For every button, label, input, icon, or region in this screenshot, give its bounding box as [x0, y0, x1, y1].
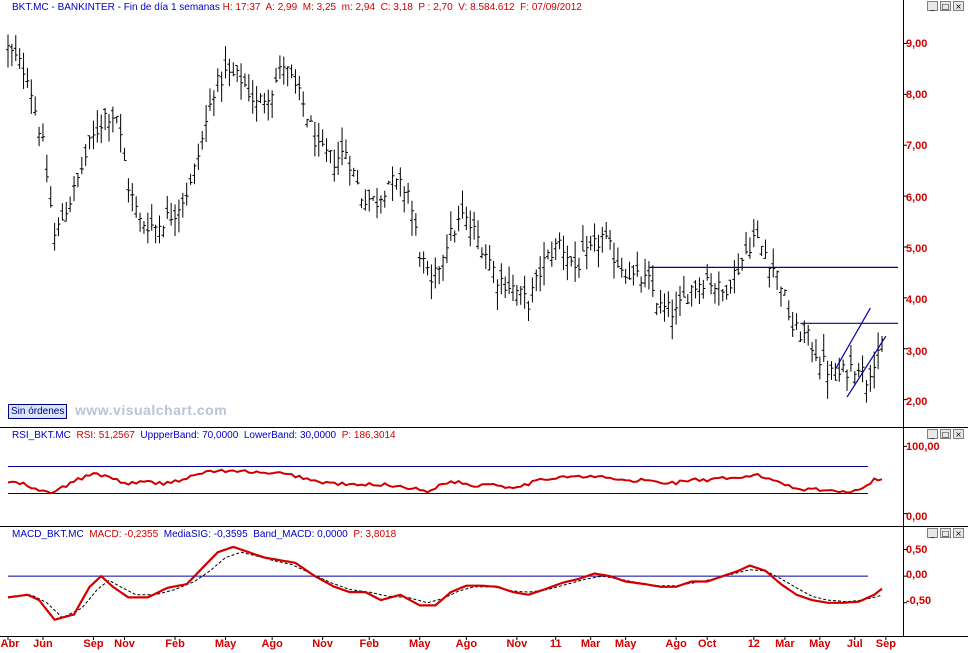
open-value: A: 2,99 [265, 2, 298, 13]
y-tick-label: 5,00 [906, 243, 928, 255]
y-tick-label: 9,00 [906, 38, 928, 50]
macd-p: P: 3,8018 [353, 529, 397, 540]
x-tick-label: 12 [747, 638, 760, 650]
macd-value: MACD: -0,2355 [89, 529, 159, 540]
y-tick-label: 0,00 [906, 511, 928, 523]
rsi-name: RSI_BKT.MC [12, 430, 71, 441]
close-button[interactable]: × [953, 1, 964, 11]
orders-button[interactable]: Sin órdenes [8, 404, 68, 419]
date-value: F: 07/09/2012 [520, 2, 582, 13]
macd-chart [7, 545, 907, 622]
low-value: m: 2,94 [341, 2, 376, 13]
close-value: C: 3,18 [380, 2, 413, 13]
x-tick-label: Ago [455, 638, 478, 650]
symbol-label: BKT.MC [12, 2, 49, 13]
macd-line [7, 545, 883, 622]
rsi-value: RSI: 51,2567 [76, 430, 135, 441]
rsi-upper-band: UppperBand: 70,0000 [140, 430, 239, 441]
timeframe-label: Fin de día 1 semanas [123, 2, 220, 13]
price-panel-header: BKT.MC - BANKINTER - Fin de día 1 semana… [12, 2, 582, 13]
rsi-panel: RSI_BKT.MC RSI: 51,2567 UppperBand: 70,0… [0, 427, 968, 527]
maximize-button[interactable]: □ [940, 429, 951, 439]
rsi-line [7, 468, 883, 495]
macd-signal: MediaSIG: -0,3595 [163, 529, 248, 540]
time-value: H: 17:37 [222, 2, 261, 13]
rsi-chart [7, 445, 907, 515]
macd-signal-line [7, 551, 883, 619]
minimize-button[interactable]: _ [927, 528, 938, 538]
price-window-buttons: _ □ × [927, 1, 964, 11]
rsi-window-buttons: _ □ × [927, 429, 964, 439]
x-tick-label: Sep [875, 638, 896, 650]
trendline [834, 307, 871, 370]
x-axis-ticks [7, 636, 887, 640]
x-tick-label: Jul [846, 638, 863, 650]
watermark: www.visualchart.com [75, 402, 228, 418]
rsi-panel-header: RSI_BKT.MC RSI: 51,2567 UppperBand: 70,0… [12, 430, 396, 442]
x-tick-label: May [214, 638, 237, 650]
x-tick-label: Oct [698, 638, 717, 650]
rsi-lower-band: LowerBand: 30,0000 [243, 430, 337, 441]
high-value: M: 3,25 [302, 2, 337, 13]
macd-window-buttons: _ □ × [927, 528, 964, 538]
x-tick-label: Jun [33, 638, 53, 650]
rsi-p: P: 186,3014 [341, 430, 396, 441]
y-tick-label: -0,50 [906, 595, 932, 607]
trendline [846, 335, 887, 398]
y-tick-label: 3,00 [906, 346, 928, 358]
y-tick-label: 2,00 [906, 396, 928, 408]
close-button[interactable]: × [953, 429, 964, 439]
x-tick-label: Feb [359, 638, 380, 650]
x-tick-label: Sep [83, 638, 104, 650]
macd-panel-header: MACD_BKT.MC MACD: -0,2355 MediaSIG: -0,3… [12, 529, 396, 541]
y-tick-label: 7,00 [906, 140, 928, 152]
minimize-button[interactable]: _ [927, 429, 938, 439]
macd-name: MACD_BKT.MC [12, 529, 84, 540]
x-tick-label: Nov [312, 638, 334, 650]
x-tick-label: Nov [114, 638, 135, 650]
x-tick-label: Mar [580, 638, 601, 650]
x-tick-label: Feb [165, 638, 185, 650]
company-name: BANKINTER [57, 2, 115, 13]
x-tick-label: Ago [665, 638, 687, 650]
y-tick-label: 100,00 [906, 441, 940, 453]
macd-panel: MACD_BKT.MC MACD: -0,2355 MediaSIG: -0,3… [0, 526, 968, 637]
p-value: P : 2,70 [418, 2, 453, 13]
x-tick-label: Nov [506, 638, 528, 650]
y-axis-separator [903, 0, 904, 636]
volume-value: V: 8.584.612 [458, 2, 515, 13]
y-tick-label: 8,00 [906, 89, 928, 101]
y-tick-label: 0,00 [906, 569, 928, 581]
x-axis [0, 636, 968, 653]
maximize-button[interactable]: □ [940, 1, 951, 11]
x-tick-label: 11 [549, 638, 562, 650]
minimize-button[interactable]: _ [927, 1, 938, 11]
x-tick-label: May [809, 638, 831, 650]
x-tick-label: May [614, 638, 637, 650]
x-tick-label: Ago [261, 638, 283, 650]
price-panel: BKT.MC - BANKINTER - Fin de día 1 semana… [8, 1, 964, 419]
maximize-button[interactable]: □ [940, 528, 951, 538]
close-button[interactable]: × [953, 528, 964, 538]
x-tick-label: May [409, 638, 431, 650]
x-tick-label: Mar [775, 638, 795, 650]
price-chart [6, 34, 907, 403]
y-tick-label: 0,50 [906, 544, 928, 556]
macd-band: Band_MACD: 0,0000 [253, 529, 348, 540]
y-tick-label: 6,00 [906, 192, 928, 204]
x-tick-label: Abr [0, 638, 20, 650]
y-tick-label: 4,00 [906, 294, 928, 306]
